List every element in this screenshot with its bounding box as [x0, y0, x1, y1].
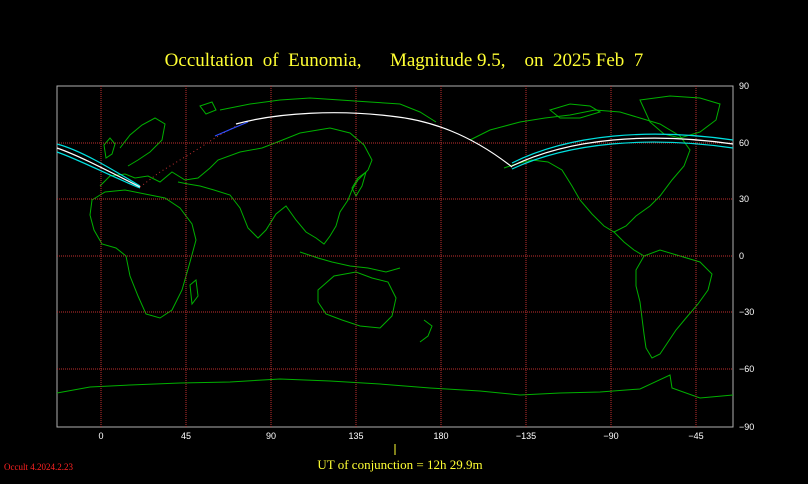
central-line-east — [511, 137, 734, 167]
arctic-asia-coast — [219, 97, 437, 123]
svalbard-coast — [199, 101, 217, 115]
longitude-tick-label: −135 — [516, 431, 536, 441]
ut-conjunction-label: UT of conjunction = 12h 29.9m — [317, 457, 483, 472]
longitude-tick-label: 135 — [348, 431, 363, 441]
central-america-coast — [613, 231, 645, 257]
britain-coast — [103, 137, 116, 159]
madagascar-coast — [189, 279, 199, 306]
path-limit-south-west — [56, 151, 141, 189]
longitude-tick-label: 180 — [433, 431, 448, 441]
occultation-path — [56, 112, 734, 189]
longitude-tick-label: −90 — [603, 431, 618, 441]
indonesia-coast — [299, 251, 401, 273]
latitude-tick-label: −30 — [739, 307, 754, 317]
longitude-tick-label: 90 — [266, 431, 276, 441]
latitude-tick-label: 60 — [739, 138, 749, 148]
longitude-tick-label: −45 — [688, 431, 703, 441]
path-limit-north-east — [511, 133, 734, 164]
north-america-coast — [469, 109, 691, 233]
longitude-labels: 0 45 90 135 180 −135 −90 −45 — [98, 431, 703, 441]
longitude-tick-label: 45 — [181, 431, 191, 441]
path-limit-south-east — [511, 141, 734, 170]
version-label: Occult 4.2024.2.23 — [4, 462, 73, 472]
central-line-arc — [235, 112, 513, 168]
path-limit-north-west — [56, 143, 141, 187]
map-title: Occultation of Eunomia, Magnitude 9.5, o… — [164, 50, 644, 71]
new-zealand-coast — [419, 319, 433, 343]
latitude-tick-label: 0 — [739, 251, 744, 261]
africa-coast — [89, 189, 197, 319]
latitude-tick-label: 30 — [739, 194, 749, 204]
latitude-tick-label: 90 — [739, 81, 749, 91]
south-america-coast — [635, 249, 713, 359]
greenland-coast — [639, 95, 721, 139]
path-shadow-track-blue — [214, 121, 249, 137]
coastlines — [56, 95, 734, 399]
australia-coast — [317, 271, 397, 329]
arctic-islands-coast — [548, 103, 602, 119]
graticule — [57, 86, 733, 427]
japan-coast — [351, 170, 367, 198]
latitude-tick-label: −60 — [739, 364, 754, 374]
path-shadow-track — [139, 125, 237, 188]
antarctica-coast — [56, 374, 734, 399]
scandinavia-coast — [119, 117, 166, 167]
eurasia-coast — [99, 127, 373, 245]
latitude-tick-label: −90 — [739, 422, 754, 432]
latitude-labels: 90 60 30 0 −30 −60 −90 — [739, 81, 754, 432]
longitude-tick-label: 0 — [98, 431, 103, 441]
central-line-west — [56, 147, 141, 188]
